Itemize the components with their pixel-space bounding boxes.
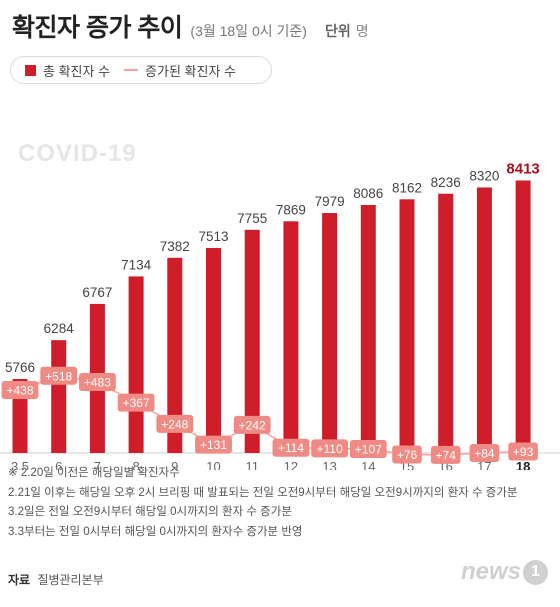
legend-increase-label: 증가된 확진자 수 [145, 63, 236, 79]
legend-item-total: 총 확진자 수 [25, 61, 110, 80]
unit-value: 명 [355, 23, 369, 39]
legend-line-swatch [124, 69, 139, 71]
legend-total-label: 총 확진자 수 [43, 63, 111, 79]
increase-badge [79, 373, 116, 392]
increase-value-label: +110 [317, 442, 343, 456]
increase-value-label: +248 [161, 417, 188, 431]
chart-legend: 총 확진자 수 증가된 확진자 수 [10, 56, 272, 84]
page-title: 확진자 증가 추이 [12, 14, 183, 42]
increase-badge [195, 435, 232, 454]
bar [51, 340, 67, 453]
increase-value-label: +107 [355, 442, 382, 456]
x-tick-label: 14 [361, 459, 375, 470]
legend-bar-swatch [25, 64, 36, 76]
increase-value-label: +438 [6, 384, 33, 398]
increase-value-label: +483 [84, 376, 111, 390]
x-tick-label: 8 [132, 459, 139, 470]
unit-label: 단위 [324, 23, 351, 39]
bar-value-label: 6284 [44, 321, 75, 336]
footnote: 3.2일은 전일 오전9시부터 해당일 0시까지의 환자 수 증가분 [8, 506, 292, 518]
bar-value-label: 7513 [198, 229, 228, 244]
bar-value-label: 8086 [353, 186, 383, 201]
x-tick-label: 11 [245, 459, 259, 470]
bar [438, 193, 454, 453]
increase-badge [233, 415, 271, 434]
x-tick-label: 3.5 [11, 459, 29, 470]
increase-value-label: +242 [239, 418, 266, 432]
increase-value-label: +114 [278, 441, 304, 455]
bar [283, 221, 299, 453]
footnote: 3.3부터는 전일 0시부터 해당일 0시까지의 환자수 증가분 반영 [8, 525, 303, 538]
logo-text: news [460, 558, 521, 585]
bar [476, 187, 492, 453]
covid-watermark: COVID-19 [18, 140, 137, 167]
bar-value-label: 7755 [237, 211, 267, 226]
increase-value-label: +518 [45, 369, 72, 383]
bar [322, 213, 338, 453]
page-subtitle: (3월 18일 0시 기준) [190, 23, 307, 39]
bar-value-label: 5766 [5, 360, 35, 375]
increase-badge [469, 444, 500, 463]
chart-area: 5766 3.5 6284 6 6767 7 7134 8 7382 9 7513 10 7755 11 7… [0, 160, 560, 470]
bar-value-label: 7134 [121, 257, 152, 272]
bar [399, 199, 415, 453]
x-tick-label: 16 [438, 459, 452, 470]
x-tick-label: 12 [284, 459, 298, 470]
bar-value-label: 8236 [431, 175, 461, 190]
increase-badge [311, 439, 348, 458]
x-tick-label: 6 [55, 459, 62, 470]
increase-value-label: +367 [123, 396, 150, 410]
increase-value-label: +93 [513, 445, 534, 459]
source-value: 질병관리본부 [37, 573, 104, 587]
increase-value-label: +74 [436, 448, 457, 462]
bar-value-label: 8162 [392, 180, 422, 195]
footnote: ※ 2.20일 이전은 해당일별 확진자수 [8, 467, 180, 479]
increase-badge [430, 445, 461, 464]
bar [206, 247, 221, 453]
x-tick-label: 18 [516, 459, 530, 470]
bar [244, 229, 260, 453]
bar-value-label: 7979 [315, 194, 345, 209]
increase-badge [508, 442, 538, 461]
bar [360, 205, 376, 453]
logo-mark: 1 [523, 559, 548, 585]
bar-value-label: 6767 [82, 285, 112, 300]
increase-value-label: +131 [200, 438, 227, 452]
x-tick-label: 13 [322, 459, 336, 470]
bar [128, 276, 144, 453]
increase-value-label: +76 [397, 448, 418, 462]
increase-badge [272, 438, 310, 457]
bar-value-label: 7382 [160, 239, 190, 254]
increase-badge [1, 381, 39, 400]
increase-badge [349, 439, 387, 458]
header: 확진자 증가 추이 (3월 18일 0시 기준) 단위 명 [12, 8, 369, 44]
bar-value-label: 8413 [506, 160, 539, 177]
news1-logo: news 1 [461, 558, 548, 586]
x-tick-label: 7 [94, 459, 101, 470]
bar-value-label: 8320 [469, 168, 499, 183]
legend-item-increase: 증가된 확진자 수 [124, 61, 236, 80]
bar-value-label: 7869 [276, 202, 306, 217]
bar [167, 257, 183, 453]
bar [515, 180, 531, 453]
increase-badge [40, 366, 78, 385]
footnotes: ※ 2.20일 이전은 해당일별 확진자수 2.21일 이후는 해당일 오후 2… [8, 464, 518, 542]
increase-badge [117, 393, 155, 412]
increase-value-label: +84 [474, 447, 495, 461]
x-tick-label: 9 [171, 459, 178, 470]
x-tick-label: 15 [400, 459, 414, 470]
footnote: 2.21일 이후는 해당일 오후 2시 브리핑 때 발표되는 전일 오전9시부터… [8, 486, 518, 499]
x-tick-label: 17 [477, 459, 491, 470]
increase-badge [156, 414, 194, 433]
increase-badge [392, 445, 422, 464]
source: 자료 질병관리본부 [8, 571, 104, 588]
x-tick-label: 10 [206, 459, 220, 470]
source-label: 자료 [8, 573, 31, 587]
